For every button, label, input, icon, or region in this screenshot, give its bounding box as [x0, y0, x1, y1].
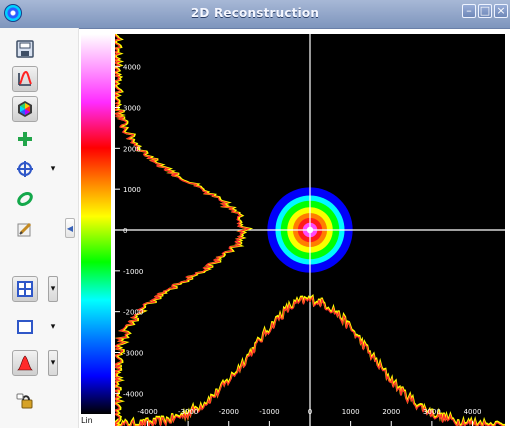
x-tick-label: -1000 [259, 408, 279, 416]
save-button[interactable] [12, 36, 38, 62]
profile-button[interactable] [12, 66, 38, 92]
window-title: 2D Reconstruction [190, 6, 320, 20]
y-tick-label: 0 [123, 227, 127, 235]
rectangle-icon [17, 320, 33, 334]
gaussian-dropdown[interactable]: ▾ [48, 350, 58, 376]
grid-icon [17, 281, 33, 297]
minimize-icon: – [466, 4, 472, 17]
x-tick-label: -4000 [137, 408, 157, 416]
close-button[interactable]: × [494, 4, 508, 18]
x-tick-label: -3000 [178, 408, 198, 416]
x-tick-label: -2000 [219, 408, 239, 416]
chevron-down-icon: ▾ [50, 358, 56, 368]
colormap-icon [18, 101, 32, 117]
gaussian-button[interactable] [12, 350, 38, 376]
profile-x-inner [115, 296, 505, 426]
ellipse-icon [17, 192, 33, 206]
edit-icon [17, 222, 32, 237]
color-scale-bar [81, 34, 111, 414]
x-tick-label: 3000 [423, 408, 441, 416]
chevron-down-icon: ▾ [50, 284, 56, 294]
gaussian-icon [17, 355, 33, 371]
plot-area[interactable]: 4000 3000 2000 1000 0 -1000 -2000 -3000 -4000 -40… [115, 34, 505, 426]
chevron-down-icon: ▾ [50, 164, 56, 174]
x-tick-label: 1000 [342, 408, 360, 416]
add-icon [18, 132, 32, 146]
close-icon: × [496, 4, 506, 17]
crosshair-dropdown[interactable]: ▾ [48, 156, 58, 182]
title-bar: 2D Reconstruction – □ × [0, 0, 510, 29]
minimize-button[interactable]: – [462, 4, 476, 18]
y-tick-label: 2000 [123, 145, 141, 153]
maximize-button[interactable]: □ [478, 4, 492, 18]
save-icon [16, 40, 34, 58]
profile-icon [18, 70, 32, 86]
y-tick-label: 4000 [123, 64, 141, 72]
chevron-left-icon: ◀ [66, 223, 74, 233]
y-tick-label: -3000 [123, 350, 143, 358]
chevron-down-icon: ▾ [50, 322, 56, 332]
crosshair-button[interactable] [12, 156, 38, 182]
x-tick-label: 4000 [464, 408, 482, 416]
rectangle-dropdown[interactable]: ▾ [48, 314, 58, 340]
x-tick-label: 2000 [382, 408, 400, 416]
app-icon [4, 4, 22, 22]
lock-icon [16, 393, 33, 409]
collapse-panel-button[interactable]: ◀ [65, 218, 75, 238]
add-button[interactable] [12, 126, 38, 152]
y-tick-label: -4000 [123, 390, 143, 398]
y-tick-label: 1000 [123, 186, 141, 194]
scale-type-label: Lin [81, 416, 93, 425]
maximize-icon: □ [479, 4, 491, 17]
rectangle-button[interactable] [12, 314, 38, 340]
profile-y-inner [115, 34, 251, 426]
crosshair-icon [17, 161, 33, 177]
ellipse-button[interactable] [12, 186, 38, 212]
grid-dropdown[interactable]: ▾ [48, 276, 58, 302]
y-tick-label: 3000 [123, 105, 141, 113]
heatmap-svg: 4000 3000 2000 1000 0 -1000 -2000 -3000 -4000 -40… [115, 34, 505, 426]
grid-button[interactable] [12, 276, 38, 302]
y-tick-label: -1000 [123, 268, 143, 276]
x-tick-label: 0 [308, 408, 312, 416]
edit-button[interactable] [12, 216, 38, 242]
y-tick-label: -2000 [123, 309, 143, 317]
lock-button[interactable] [12, 388, 38, 414]
colormap-button[interactable] [12, 96, 38, 122]
